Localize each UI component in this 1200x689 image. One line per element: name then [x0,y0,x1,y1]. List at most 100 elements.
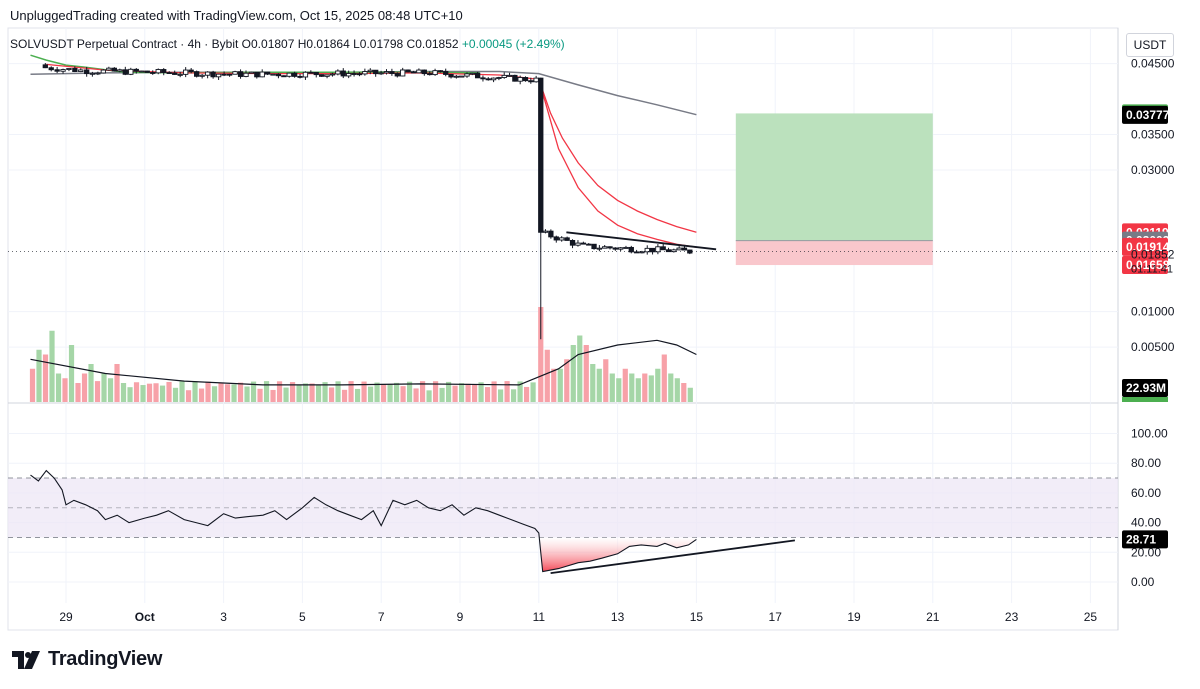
volume-bar [75,383,81,402]
candle-body [496,77,502,79]
time-axis: 29 Oct 3 5 7 9 11 13 15 17 19 21 23 25 [59,610,1097,624]
volume-bar [367,386,374,402]
price-tick-label: 0.03000 [1131,163,1175,177]
candle-body [559,237,565,241]
volume-bar [257,388,263,402]
ohlc-open: O0.01807 [241,37,295,51]
price-label: 0.01658 [1126,258,1170,272]
volume-bar [283,387,289,402]
candle-body [410,71,417,74]
candle-body [150,72,156,74]
candle-body [464,73,470,77]
candle-body [427,73,433,76]
volume-bar [185,390,192,402]
volume-bar [309,383,315,402]
volume-bar [36,349,42,402]
volume-bar [179,381,185,402]
candle-body [553,236,559,241]
candle-body [72,67,78,73]
symbol-title[interactable]: SOLVUSDT Perpetual Contract · 4h · Bybit [10,37,239,51]
volume-bar [192,381,198,402]
candle-body [66,67,72,71]
candle-body [378,72,384,75]
candle-body [681,247,688,251]
tradingview-logo-text: TradingView [48,648,163,670]
volume-bar [270,389,276,402]
candle-body [199,74,205,77]
volume-bar [661,354,667,402]
symbol-info: SOLVUSDT Perpetual Contract · 4h · Bybit… [10,37,565,51]
indicator-lines [30,54,697,248]
volume-bar [198,388,205,402]
rsi-line [30,469,697,573]
volume-bar [315,385,322,402]
candle-body [183,69,189,75]
created-by-text: UnpluggedTrading created with TradingVie… [10,8,463,23]
volume-bar [120,383,127,402]
volume-bar [328,387,335,402]
candle-body [210,71,216,78]
volume-bar [471,384,478,402]
candle-body [469,72,475,75]
volume-bar [603,359,609,402]
candle-body [542,230,549,233]
volume-bar [55,373,62,402]
time-tick-label: 9 [457,610,464,624]
volume-bar [687,387,693,402]
volume-bar [133,382,140,402]
volume-bar [577,335,583,402]
price-label-bg [1122,256,1168,275]
candle-body [607,246,613,249]
candle-body [270,73,276,76]
volume-bar [380,384,387,402]
candle-body [308,71,314,74]
volume-bar [596,368,602,402]
candle-body [660,246,666,251]
price-axis: 0.04500 0.03500 0.03000 0.01000 0.00500 100.0… [1131,57,1175,589]
volume-bar [622,368,628,402]
time-tick-label: 23 [1005,610,1019,624]
candle-body [60,69,66,72]
candle-body [254,71,260,78]
volume-bar [250,381,257,402]
volume-bar [497,389,504,402]
volume-bar [322,382,328,402]
volume-bar [341,389,348,402]
price-tick-label: 0.00500 [1131,340,1175,354]
ema-red2-line [538,79,697,248]
price-label: 0.03777 [1126,108,1170,122]
volume-bar [231,384,237,402]
candle-body [221,73,227,76]
volume-bar [478,382,484,402]
volume-bar [81,373,88,402]
volume-bar [538,307,544,402]
candle-body [485,78,491,81]
volume-bar [629,373,635,402]
volume-bar [609,373,615,402]
candle-body [506,74,513,77]
candle-body [204,71,211,76]
candle-body [54,69,60,72]
candle-body [405,69,411,73]
volume-bar [432,381,439,402]
time-tick-label: 25 [1084,610,1098,624]
volume-bar [570,345,576,402]
candle-body [237,71,244,77]
candle-body [340,70,346,77]
candle-body [533,77,539,83]
time-tick-label: 19 [847,610,861,624]
volume-bar [146,383,153,402]
volume-bar [348,381,354,402]
candle-body [575,242,581,246]
rsi-label-bg [1122,530,1168,549]
price-label-bg [1122,237,1168,256]
candle-body [226,73,233,76]
rsi-trendline [550,539,796,574]
volume-bar [224,384,231,402]
tradingview-logo[interactable]: TradingView [12,648,162,671]
candle-body [623,246,629,249]
candle-body [351,73,357,75]
currency-selector[interactable]: USDT [1126,33,1174,57]
time-tick-label: 29 [59,610,73,624]
candle-body [569,240,576,246]
